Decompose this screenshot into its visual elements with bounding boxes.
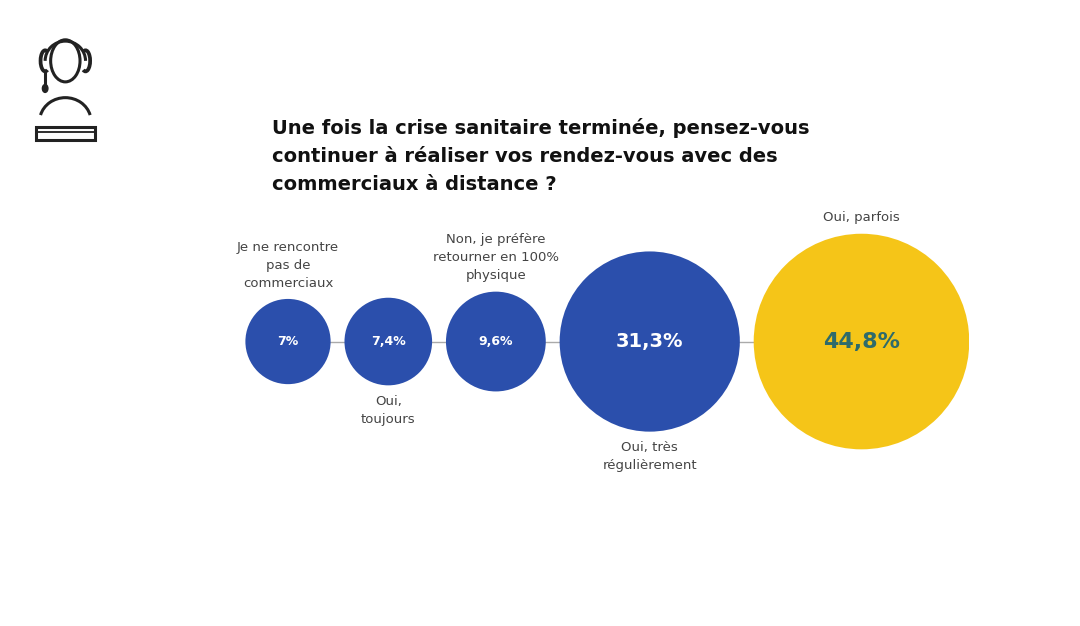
Text: Une fois la crise sanitaire terminée, pensez-vous
continuer à réaliser vos rende: Une fois la crise sanitaire terminée, pe… — [272, 118, 810, 194]
Text: Je ne rencontre
pas de
commerciaux: Je ne rencontre pas de commerciaux — [237, 240, 339, 290]
Circle shape — [245, 299, 330, 384]
Circle shape — [559, 252, 740, 432]
Text: Oui, parfois: Oui, parfois — [823, 212, 900, 225]
Text: Oui, très
régulièrement: Oui, très régulièrement — [603, 441, 697, 472]
Circle shape — [345, 298, 432, 386]
Text: 7,4%: 7,4% — [370, 335, 406, 348]
Text: 9,6%: 9,6% — [478, 335, 513, 348]
Text: Oui,
toujours: Oui, toujours — [361, 394, 416, 426]
Circle shape — [754, 233, 970, 449]
Text: 7%: 7% — [278, 335, 299, 348]
Text: Non, je préfère
retourner en 100%
physique: Non, je préfère retourner en 100% physiq… — [433, 233, 558, 282]
Text: 31,3%: 31,3% — [616, 332, 684, 351]
Circle shape — [42, 85, 48, 93]
Circle shape — [446, 292, 545, 391]
Text: 44,8%: 44,8% — [823, 332, 900, 352]
